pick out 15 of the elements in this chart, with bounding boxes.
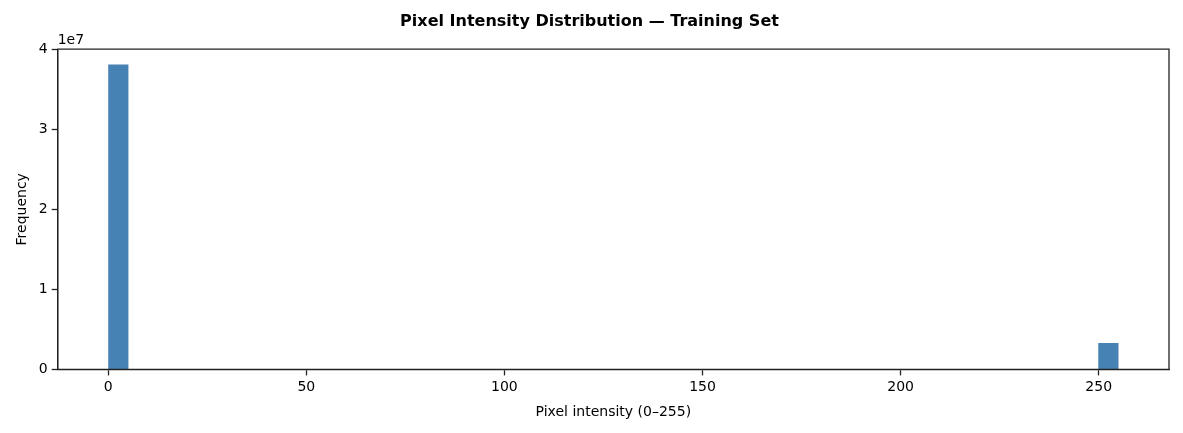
y-tick-label: 2 — [38, 199, 48, 216]
x-axis-title: Pixel intensity (0–255) — [535, 403, 692, 420]
y-axis-title: Frequency — [13, 173, 30, 246]
x-tick-label: 50 — [297, 378, 316, 395]
y-tick-label: 3 — [38, 119, 48, 136]
y-tick-label: 0 — [38, 360, 48, 377]
x-tick-label: 150 — [689, 378, 716, 395]
text: 1e7 — [57, 30, 85, 47]
x-tick-label: 0 — [103, 378, 113, 395]
x-tick-label: 200 — [887, 378, 914, 395]
y-tick-label: 4 — [38, 39, 48, 56]
chart-title: Pixel Intensity Distribution — Training Set — [400, 10, 780, 30]
y-tick-label: 1 — [38, 279, 48, 296]
x-tick-label: 100 — [491, 378, 518, 395]
x-tick-label: 250 — [1085, 378, 1113, 395]
